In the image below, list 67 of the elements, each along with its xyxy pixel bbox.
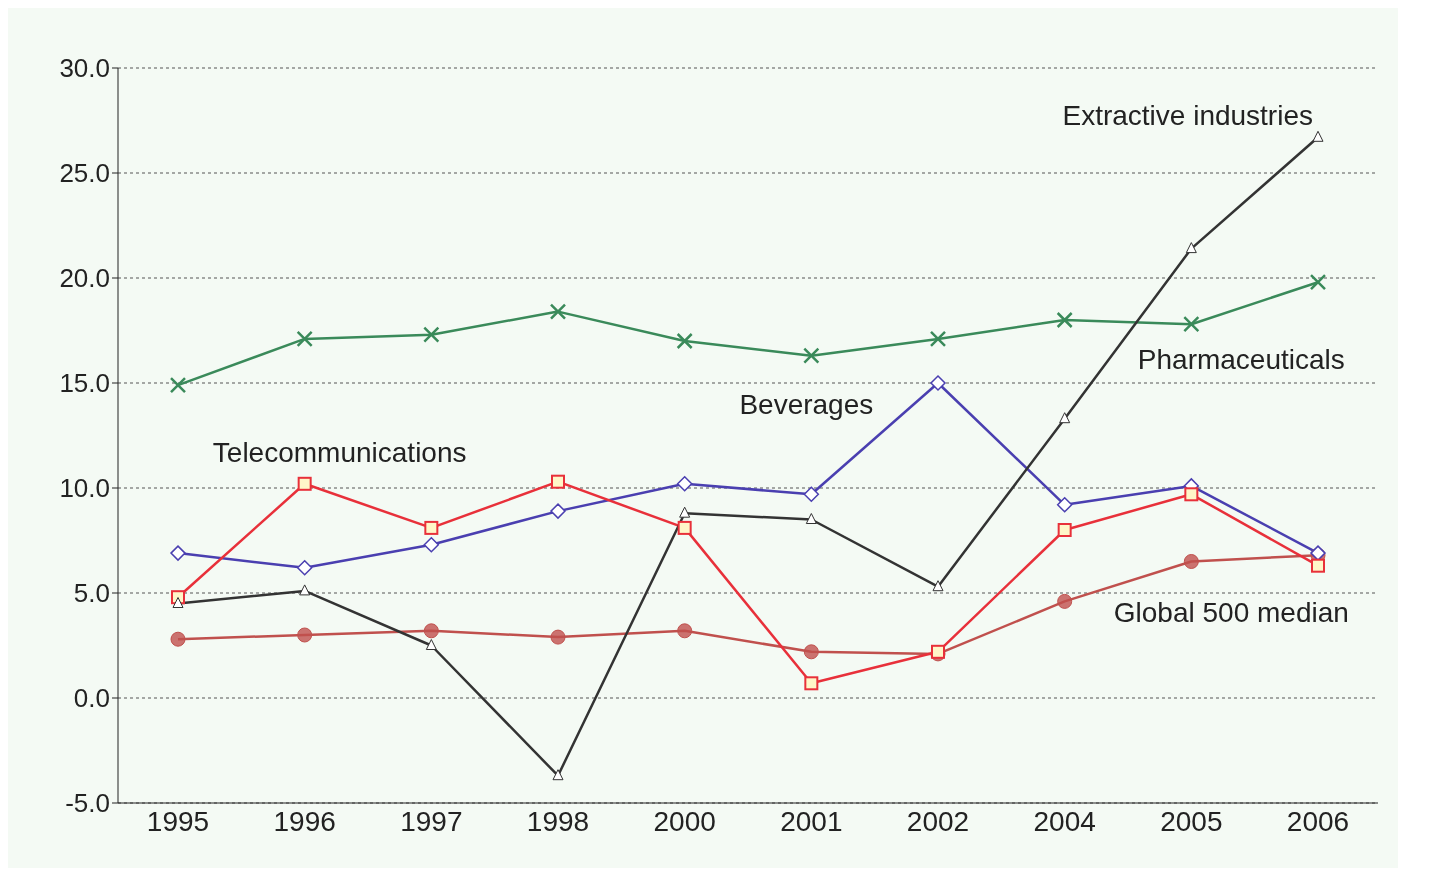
y-tick-label: 10.0 xyxy=(59,473,110,504)
point xyxy=(170,545,186,561)
point xyxy=(552,769,564,781)
y-tick-label: 15.0 xyxy=(59,368,110,399)
point xyxy=(1059,412,1071,424)
point xyxy=(170,631,186,647)
point xyxy=(425,639,437,650)
y-tick-label: 30.0 xyxy=(59,53,110,84)
point xyxy=(1056,311,1073,329)
x-tick-label: 2002 xyxy=(906,805,970,837)
point xyxy=(299,584,311,596)
point xyxy=(1311,558,1325,573)
point xyxy=(676,332,693,350)
series-label: Telecommunications xyxy=(212,436,467,468)
point xyxy=(423,536,440,553)
point xyxy=(1057,593,1073,609)
x-tick-label: 2004 xyxy=(1033,805,1096,837)
point xyxy=(297,476,312,491)
x-tick-label: 2001 xyxy=(780,805,843,837)
x-tick-label: 2005 xyxy=(1160,805,1223,837)
point xyxy=(550,629,566,645)
series-label: Pharmaceuticals xyxy=(1137,344,1345,376)
point xyxy=(1056,497,1073,513)
point xyxy=(1183,554,1199,569)
x-tick-label: 1997 xyxy=(400,805,463,837)
point xyxy=(932,580,944,592)
x-tick-label: 1995 xyxy=(146,805,210,837)
point xyxy=(424,520,439,535)
x-tick-label: 1996 xyxy=(273,805,336,837)
y-tick-label: -5.0 xyxy=(65,788,110,819)
x-tick-label: 2000 xyxy=(653,805,716,837)
point xyxy=(423,623,439,639)
y-tick-label: 25.0 xyxy=(59,158,110,189)
point xyxy=(423,326,440,343)
y-tick-label: 0.0 xyxy=(73,683,110,714)
point xyxy=(296,330,313,348)
point xyxy=(805,513,817,524)
point xyxy=(549,303,567,320)
point xyxy=(296,560,313,576)
series-label: Global 500 median xyxy=(1113,596,1349,628)
point xyxy=(930,375,946,391)
point xyxy=(803,486,820,503)
point xyxy=(550,503,566,519)
point xyxy=(1184,487,1199,502)
point xyxy=(677,623,693,639)
point xyxy=(803,347,820,364)
point xyxy=(803,644,819,660)
point xyxy=(1312,130,1324,142)
y-tick-label: 20.0 xyxy=(59,263,110,294)
y-tick-label: 5.0 xyxy=(73,578,110,609)
point xyxy=(172,597,184,608)
point xyxy=(676,476,693,492)
series-label: Beverages xyxy=(739,389,874,421)
point xyxy=(804,676,819,691)
point xyxy=(1185,242,1197,254)
x-tick-label: 1998 xyxy=(526,805,590,837)
x-tick-label: 2006 xyxy=(1286,805,1350,837)
point xyxy=(679,506,691,518)
point xyxy=(551,474,565,489)
point xyxy=(677,520,692,535)
point xyxy=(1183,315,1200,333)
point xyxy=(297,627,313,643)
point xyxy=(1057,523,1072,537)
point xyxy=(929,330,947,348)
point xyxy=(169,376,187,394)
point xyxy=(1309,273,1327,291)
series-label: Extractive industries xyxy=(1062,100,1313,132)
